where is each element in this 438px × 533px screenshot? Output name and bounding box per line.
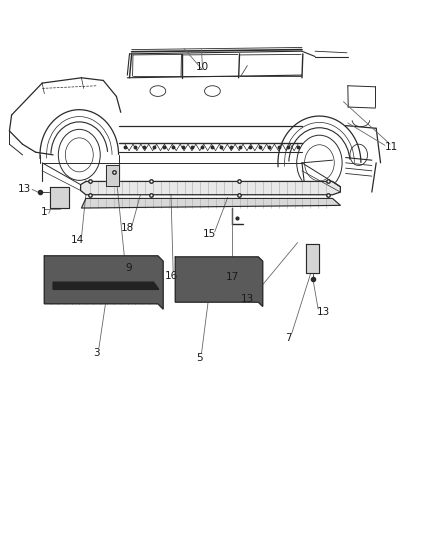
Text: 17: 17: [226, 272, 239, 282]
Polygon shape: [50, 187, 69, 208]
Polygon shape: [81, 181, 340, 195]
Text: 7: 7: [286, 333, 292, 343]
Text: 16: 16: [164, 271, 177, 281]
Polygon shape: [106, 165, 119, 185]
Text: 11: 11: [385, 142, 398, 152]
Text: 5: 5: [196, 353, 203, 363]
Polygon shape: [175, 257, 263, 306]
Text: 15: 15: [203, 229, 216, 239]
Text: 13: 13: [317, 306, 330, 317]
Text: 3: 3: [93, 348, 100, 358]
Text: 18: 18: [121, 223, 134, 233]
Polygon shape: [81, 198, 340, 208]
Text: 10: 10: [196, 62, 209, 72]
Text: 9: 9: [125, 263, 132, 272]
Text: 14: 14: [71, 235, 84, 245]
Polygon shape: [53, 282, 159, 289]
Polygon shape: [306, 244, 319, 273]
Text: 13: 13: [241, 294, 254, 304]
Text: 13: 13: [18, 184, 32, 195]
Text: 1: 1: [41, 207, 48, 217]
Polygon shape: [44, 256, 163, 309]
